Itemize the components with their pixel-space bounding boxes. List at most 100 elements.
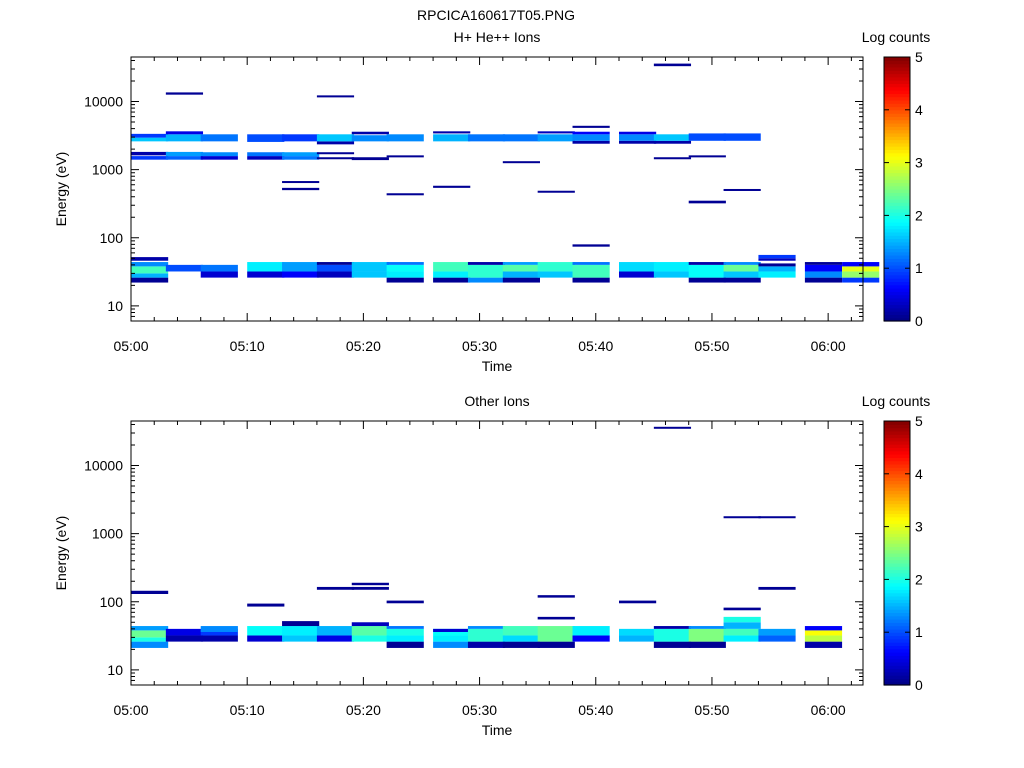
colorbar-segment [884, 281, 910, 286]
heatmap-cell [537, 641, 575, 648]
heatmap-cell [502, 161, 540, 164]
heatmap-cell [758, 258, 796, 261]
colorbar-segment [884, 642, 910, 646]
colorbar-segment [884, 628, 910, 633]
colorbar-segment [884, 218, 910, 223]
heatmap-cell [537, 626, 575, 642]
colorbar-segment [884, 93, 910, 98]
heatmap-cell [502, 641, 540, 648]
heatmap-cell [131, 630, 169, 638]
heatmap-cell [316, 264, 355, 272]
heatmap-cell [758, 263, 796, 267]
colorbar-segment [884, 500, 910, 505]
colorbar-segment [884, 480, 910, 485]
colorbar-segment [884, 463, 910, 468]
heatmap-cell [467, 264, 506, 278]
heatmap-cell [282, 181, 320, 184]
heatmap-cell [723, 516, 761, 519]
heatmap-cell [200, 134, 238, 142]
colorbar-tick-label: 1 [915, 260, 923, 276]
heatmap-cell [723, 277, 761, 283]
heatmap-cell [619, 262, 657, 272]
heatmap-cell [758, 586, 796, 590]
heatmap-cell [247, 152, 285, 157]
colorbar-segment [884, 460, 910, 465]
colorbar-segment [884, 526, 910, 531]
heatmap-cell [572, 635, 610, 642]
colorbar-segment [884, 599, 910, 604]
colorbar: Log counts 0 1 2 3 4 5 [862, 393, 931, 693]
colorbar-segment [884, 572, 910, 577]
heatmap-cell [572, 134, 610, 141]
heatmap-cell [572, 277, 610, 283]
heatmap-cell [723, 262, 761, 265]
colorbar-segment [884, 159, 910, 164]
colorbar-segment [884, 222, 910, 226]
x-tick-label: 05:20 [346, 702, 381, 718]
colorbar-segment [884, 632, 910, 637]
heatmap-cell [467, 134, 506, 142]
colorbar-segment [884, 430, 910, 435]
x-tick-label: 05:30 [462, 338, 497, 354]
colorbar-segment [884, 185, 910, 190]
y-axis-label: Energy (eV) [53, 152, 69, 227]
colorbar-segment [884, 569, 910, 574]
colorbar-segment [884, 483, 910, 488]
colorbar-segment [884, 450, 910, 455]
x-tick-label: 06:00 [811, 702, 846, 718]
heatmap-cell [758, 628, 796, 636]
y-tick-label: 100 [100, 594, 124, 610]
colorbar-segment [884, 615, 910, 620]
x-tick-label: 05:50 [694, 338, 729, 354]
heatmap-cell [723, 264, 761, 272]
heatmap-cell [758, 635, 796, 642]
heatmap-cell [804, 626, 843, 631]
colorbar-segment [884, 595, 910, 600]
colorbar-segment [884, 496, 910, 501]
colorbar-segment [884, 579, 910, 584]
colorbar-segment [884, 109, 910, 114]
heatmap-cell [316, 141, 355, 145]
y-tick-label: 10000 [84, 458, 123, 474]
heatmap-cell [723, 607, 761, 611]
colorbar-segment [884, 529, 910, 534]
colorbar-segment [884, 671, 910, 676]
heatmap-cell [316, 271, 355, 278]
heatmap-cell [572, 140, 610, 144]
heatmap-cell [619, 271, 657, 278]
colorbar-segment [884, 142, 910, 147]
colorbar-segment [884, 434, 910, 439]
panel-title: Other Ions [464, 393, 529, 409]
heatmap-cell [537, 271, 575, 278]
heatmap-cell [619, 635, 657, 642]
heatmap-cell [165, 264, 204, 272]
heatmap-cell [386, 635, 424, 642]
colorbar-segment [884, 678, 910, 683]
colorbar-segment [884, 506, 910, 511]
heatmap-cell [316, 152, 355, 155]
heatmap-cells [131, 426, 843, 648]
colorbar-segment [884, 437, 910, 442]
heatmap-cell [433, 277, 471, 283]
colorbar-segment [884, 294, 910, 299]
colorbar-segment [884, 612, 910, 617]
colorbar-segment [884, 533, 910, 538]
x-tick-label: 05:00 [113, 702, 148, 718]
colorbar-segment [884, 278, 910, 282]
heatmap-cell [467, 262, 506, 265]
heatmap-cell [131, 273, 169, 278]
heatmap-cell [386, 271, 424, 278]
colorbar-segment [884, 661, 910, 666]
heatmap-cell [433, 185, 471, 188]
heatmap-cell [316, 635, 355, 642]
colorbar-segment [884, 113, 910, 117]
colorbar-segment [884, 152, 910, 157]
heatmap-cell [804, 630, 843, 636]
colorbar-segment [884, 658, 910, 663]
heatmap-cell [386, 600, 424, 604]
heatmap-cell [804, 277, 843, 283]
heatmap-cell [247, 156, 285, 160]
colorbar-segment [884, 622, 910, 627]
heatmap-cell [386, 155, 424, 158]
heatmap-cell [351, 626, 389, 636]
